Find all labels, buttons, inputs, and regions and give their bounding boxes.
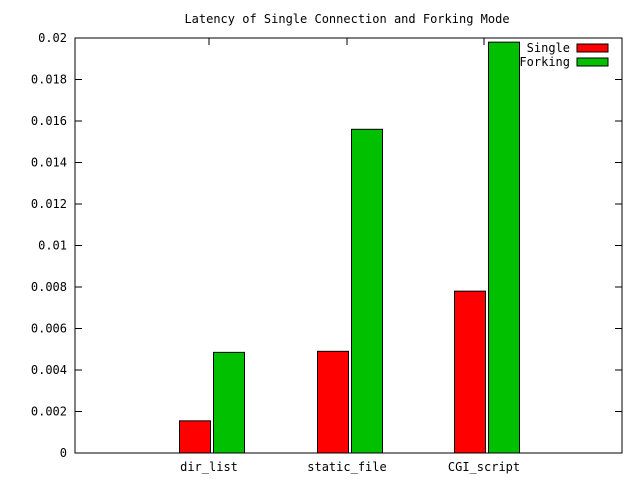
- y-tick-label: 0.018: [31, 73, 67, 87]
- legend-swatch-single: [576, 43, 609, 53]
- y-tick-label: 0.014: [31, 156, 67, 170]
- bar-forking-dir_list: [213, 351, 245, 454]
- chart-title: Latency of Single Connection and Forking…: [184, 12, 509, 26]
- bar-forking-cgi_script: [488, 41, 520, 454]
- x-tick-label: CGI_script: [448, 460, 520, 474]
- y-tick-label: 0.02: [38, 31, 67, 45]
- legend-label-single: Single: [527, 41, 570, 55]
- legend-label-forking: Forking: [519, 55, 570, 69]
- x-tick-label: static_file: [307, 460, 386, 474]
- y-tick-label: 0.002: [31, 405, 67, 419]
- bar-single-cgi_script: [454, 290, 486, 454]
- y-tick-label: 0.006: [31, 322, 67, 336]
- bar-forking-static_file: [351, 128, 383, 454]
- y-tick-label: 0: [60, 446, 67, 460]
- bar-single-dir_list: [179, 420, 211, 454]
- x-tick-label: dir_list: [180, 460, 238, 474]
- y-tick-label: 0.016: [31, 114, 67, 128]
- y-tick-label: 0.01: [38, 239, 67, 253]
- y-tick-label: 0.004: [31, 363, 67, 377]
- bar-single-static_file: [317, 350, 349, 454]
- y-tick-label: 0.008: [31, 280, 67, 294]
- y-tick-label: 0.012: [31, 197, 67, 211]
- legend-swatch-forking: [576, 57, 609, 67]
